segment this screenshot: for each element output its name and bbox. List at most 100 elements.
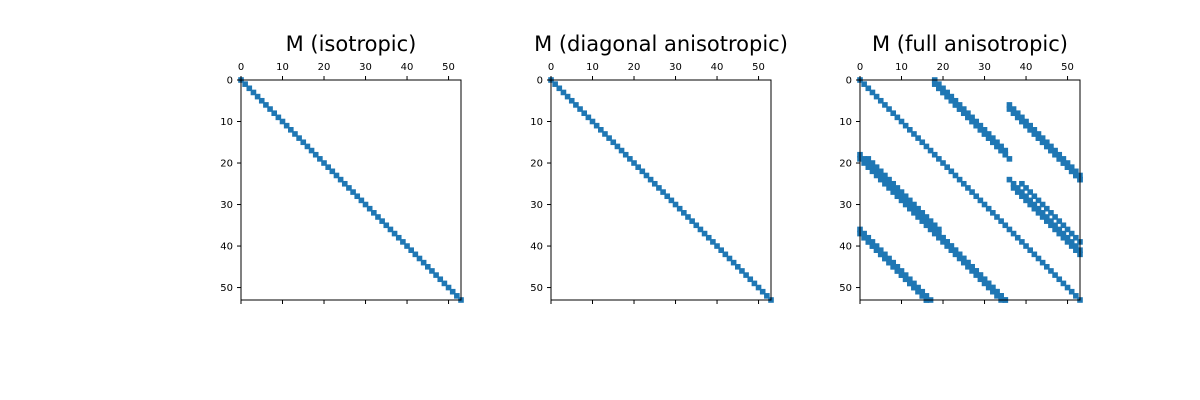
- nonzero-marker: [861, 156, 867, 162]
- marks: [548, 77, 774, 303]
- nonzero-marker: [931, 222, 938, 229]
- nonzero-marker: [915, 214, 921, 220]
- nonzero-marker: [940, 85, 946, 92]
- nonzero-marker: [639, 168, 646, 175]
- nonzero-marker: [994, 139, 1000, 146]
- panel-m-full-anisotropic: M (full anisotropic) 0 10 20 30 40 50 0 10 20 30…: [839, 32, 1083, 304]
- nonzero-marker: [902, 197, 909, 204]
- nonzero-marker: [915, 135, 921, 141]
- nonzero-marker: [898, 268, 905, 274]
- nonzero-marker: [886, 106, 892, 112]
- x-tick-label: 30: [359, 62, 372, 73]
- nonzero-marker: [985, 205, 992, 212]
- nonzero-marker: [919, 214, 926, 220]
- nonzero-marker: [564, 93, 571, 100]
- nonzero-marker: [242, 81, 248, 87]
- nonzero-marker: [668, 197, 675, 204]
- nonzero-marker: [1064, 234, 1071, 241]
- nonzero-marker: [873, 168, 880, 175]
- nonzero-marker: [1060, 222, 1067, 229]
- nonzero-marker: [1006, 102, 1013, 108]
- nonzero-marker: [907, 201, 913, 208]
- nonzero-marker: [886, 185, 892, 191]
- nonzero-marker: [882, 180, 888, 187]
- nonzero-marker: [865, 85, 872, 92]
- nonzero-marker: [275, 114, 282, 121]
- nonzero-marker: [1056, 226, 1063, 233]
- nonzero-marker: [931, 226, 938, 233]
- nonzero-marker: [449, 288, 456, 295]
- panel-title: M (full anisotropic): [872, 32, 1068, 56]
- nonzero-marker: [622, 151, 629, 158]
- nonzero-marker: [1043, 218, 1050, 224]
- nonzero-marker: [969, 114, 975, 121]
- nonzero-marker: [898, 197, 905, 204]
- nonzero-marker: [882, 172, 888, 179]
- nonzero-marker: [1002, 222, 1009, 229]
- nonzero-marker: [664, 193, 671, 200]
- nonzero-marker: [873, 172, 880, 179]
- nonzero-marker: [1048, 143, 1054, 150]
- nonzero-marker: [923, 214, 930, 220]
- nonzero-marker: [861, 234, 867, 241]
- nonzero-marker: [412, 251, 419, 258]
- nonzero-marker: [250, 89, 257, 96]
- nonzero-marker: [568, 97, 575, 104]
- nonzero-marker: [660, 189, 666, 195]
- nonzero-marker: [990, 288, 996, 295]
- y-tick-label: 40: [530, 242, 543, 253]
- axes-frame: [859, 79, 1081, 301]
- y-tick-label: 10: [530, 117, 543, 128]
- nonzero-marker: [317, 156, 323, 162]
- nonzero-marker: [873, 243, 880, 249]
- nonzero-marker: [1064, 226, 1071, 233]
- nonzero-marker: [894, 263, 901, 270]
- nonzero-marker: [902, 272, 909, 278]
- nonzero-marker: [981, 280, 988, 287]
- nonzero-marker: [1060, 280, 1067, 287]
- nonzero-marker: [1073, 293, 1079, 299]
- y-tick-label: 0: [227, 76, 233, 87]
- nonzero-marker: [952, 172, 959, 179]
- nonzero-marker: [944, 89, 950, 96]
- nonzero-marker: [936, 230, 942, 237]
- nonzero-marker: [944, 239, 950, 245]
- nonzero-marker: [1043, 205, 1050, 212]
- nonzero-marker: [400, 239, 406, 245]
- nonzero-marker: [890, 180, 897, 187]
- nonzero-marker: [1006, 106, 1013, 112]
- y-tick-label: 10: [220, 117, 233, 128]
- nonzero-marker: [981, 201, 988, 208]
- panel-title: M (isotropic): [286, 32, 417, 56]
- nonzero-marker: [1014, 189, 1021, 195]
- nonzero-marker: [254, 93, 261, 100]
- nonzero-marker: [288, 127, 294, 133]
- nonzero-marker: [593, 122, 600, 129]
- nonzero-marker: [865, 156, 872, 162]
- nonzero-marker: [1039, 259, 1046, 266]
- nonzero-marker: [931, 151, 938, 158]
- nonzero-marker: [429, 268, 435, 274]
- nonzero-marker: [1056, 276, 1063, 283]
- nonzero-marker: [1002, 147, 1009, 154]
- nonzero-marker: [977, 122, 984, 129]
- nonzero-marker: [1002, 151, 1009, 158]
- nonzero-marker: [296, 135, 302, 141]
- nonzero-marker: [915, 288, 921, 295]
- x-tick-label: 50: [752, 62, 765, 73]
- nonzero-marker: [441, 280, 448, 287]
- nonzero-marker: [743, 272, 749, 278]
- nonzero-marker: [283, 122, 290, 129]
- nonzero-marker: [886, 180, 892, 187]
- nonzero-marker: [631, 160, 637, 166]
- nonzero-marker: [1056, 218, 1063, 224]
- nonzero-marker: [350, 189, 356, 195]
- nonzero-marker: [1027, 127, 1033, 133]
- nonzero-marker: [973, 118, 980, 125]
- nonzero-marker: [643, 172, 650, 179]
- nonzero-marker: [894, 114, 901, 121]
- nonzero-marker: [1073, 234, 1079, 241]
- nonzero-marker: [940, 234, 946, 241]
- nonzero-marker: [994, 214, 1000, 220]
- nonzero-marker: [898, 118, 905, 125]
